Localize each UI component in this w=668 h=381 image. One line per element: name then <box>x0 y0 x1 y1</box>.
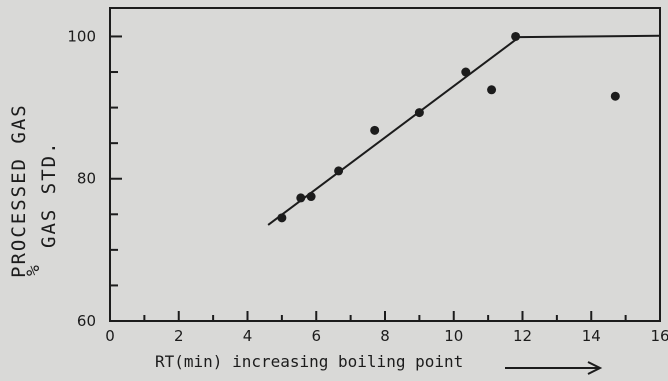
y-tick-label: 100 <box>67 27 96 45</box>
x-tick-label: 10 <box>444 327 463 345</box>
data-point <box>610 91 620 101</box>
y-tick-label: 60 <box>77 312 96 330</box>
x-tick-label: 8 <box>380 327 390 345</box>
data-point <box>487 85 497 95</box>
data-point <box>277 213 287 223</box>
x-tick-label: 16 <box>650 327 668 345</box>
y-axis-label-line1: PROCESSED GAS <box>8 103 30 278</box>
data-points <box>277 31 620 223</box>
fit-line <box>267 34 661 226</box>
data-point <box>461 67 471 77</box>
x-axis: 0 2 4 6 8 10 12 14 16 <box>105 311 668 345</box>
plot-frame <box>109 7 661 322</box>
x-tick-label: 14 <box>582 327 601 345</box>
data-point <box>370 125 380 135</box>
y-axis: 60 80 100 <box>67 27 122 330</box>
data-point <box>296 193 306 203</box>
x-tick-label: 12 <box>513 327 532 345</box>
data-point <box>414 108 424 118</box>
y-axis-label-line2: GAS STD. <box>38 140 60 248</box>
data-point <box>306 192 316 202</box>
x-tick-label: 6 <box>311 327 321 345</box>
y-tick-label: 80 <box>77 170 96 188</box>
x-tick-label: 4 <box>243 327 253 345</box>
x-tick-label: 2 <box>174 327 184 345</box>
data-point <box>511 31 521 41</box>
x-axis-label: RT(min) increasing boiling point <box>155 352 464 371</box>
x-tick-label: 0 <box>105 327 115 345</box>
y-axis-label-percent: % <box>23 263 44 276</box>
data-point <box>334 166 344 176</box>
